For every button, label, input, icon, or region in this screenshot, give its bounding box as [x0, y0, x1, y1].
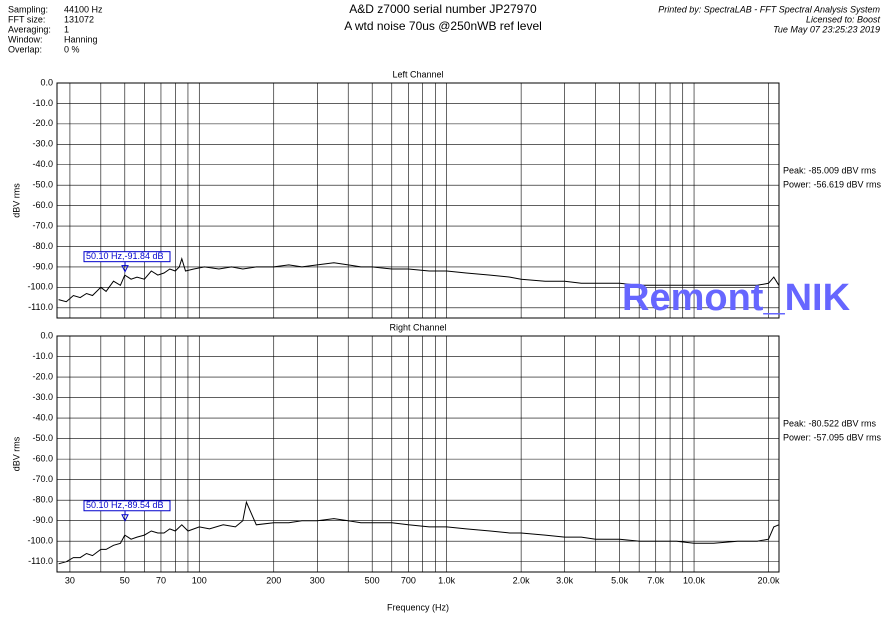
x-tick-label: 500	[365, 575, 380, 585]
stat: Peak: -85.009 dBV rms	[783, 165, 877, 175]
x-tick-label: 50	[120, 575, 130, 585]
stat: Peak: -80.522 dBV rms	[783, 418, 877, 428]
marker-label: 50.10 Hz,-89.54 dB	[86, 500, 164, 510]
y-tick-label: -20.0	[32, 371, 53, 381]
y-tick-label: -70.0	[32, 220, 53, 230]
panel-title: Right Channel	[389, 322, 446, 332]
x-tick-label: 1.0k	[438, 575, 456, 585]
info-value: 44100 Hz	[64, 4, 103, 14]
y-tick-label: -10.0	[32, 98, 53, 108]
stat: Power: -57.095 dBV rms	[783, 432, 882, 442]
info-label: Averaging:	[8, 24, 51, 34]
y-tick-label: -20.0	[32, 118, 53, 128]
marker-box	[83, 251, 171, 263]
y-tick-label: -80.0	[32, 241, 53, 251]
spectrum-line	[58, 256, 780, 303]
info-value: 0 %	[64, 44, 80, 54]
panel-title: Left Channel	[392, 69, 443, 79]
info-label: Window:	[8, 34, 43, 44]
y-tick-label: -110.0	[28, 556, 53, 566]
y-tick-label: -90.0	[32, 515, 53, 525]
marker-box	[83, 500, 171, 512]
marker	[121, 514, 129, 522]
x-axis-label: Frequency (Hz)	[387, 602, 449, 612]
printed-info: Licensed to: Boost	[806, 14, 881, 24]
x-tick-label: 100	[192, 575, 207, 585]
plot-area	[56, 335, 780, 573]
info-value: 1	[64, 24, 69, 34]
printed-info: Tue May 07 23:25:23 2019	[773, 24, 880, 34]
y-tick-label: -110.0	[28, 302, 53, 312]
info-label: Sampling:	[8, 4, 48, 14]
x-tick-label: 10.0k	[683, 575, 706, 585]
spectrum-line	[58, 500, 779, 565]
y-tick-label: -100.0	[27, 536, 53, 546]
marker-label: 50.10 Hz,-91.84 dB	[86, 251, 164, 261]
y-tick-label: -100.0	[27, 282, 53, 292]
x-tick-label: 70	[156, 575, 166, 585]
y-tick-label: -30.0	[32, 139, 53, 149]
y-tick-label: -10.0	[32, 351, 53, 361]
x-tick-label: 3.0k	[556, 575, 574, 585]
x-tick-label: 5.0k	[611, 575, 629, 585]
y-tick-label: 0.0	[40, 330, 53, 340]
y-tick-label: -60.0	[32, 200, 53, 210]
y-tick-label: -90.0	[32, 261, 53, 271]
y-tick-label: -60.0	[32, 454, 53, 464]
y-axis-label: dBV rms	[11, 436, 21, 471]
plot-area	[56, 82, 780, 319]
x-tick-label: 20.0k	[758, 575, 781, 585]
info-value: 131072	[64, 14, 94, 24]
x-tick-label: 7.0k	[647, 575, 665, 585]
y-tick-label: -50.0	[32, 180, 53, 190]
watermark: Remont_NIK	[622, 277, 851, 319]
y-tick-label: -80.0	[32, 495, 53, 505]
x-tick-label: 30	[65, 575, 75, 585]
y-axis-label: dBV rms	[11, 183, 21, 218]
info-label: FFT size:	[8, 14, 45, 24]
x-tick-label: 300	[310, 575, 325, 585]
info-value: Hanning	[64, 34, 98, 44]
subtitle: A wtd noise 70us @250nWB ref level	[344, 19, 542, 33]
y-tick-label: -40.0	[32, 412, 53, 422]
y-tick-label: -70.0	[32, 474, 53, 484]
title: A&D z7000 serial number JP27970	[349, 2, 537, 16]
x-tick-label: 200	[266, 575, 281, 585]
x-tick-label: 2.0k	[513, 575, 531, 585]
y-tick-label: 0.0	[40, 77, 53, 87]
stat: Power: -56.619 dBV rms	[783, 179, 882, 189]
y-tick-label: -50.0	[32, 433, 53, 443]
info-label: Overlap:	[8, 44, 42, 54]
x-tick-label: 700	[401, 575, 416, 585]
y-tick-label: -30.0	[32, 392, 53, 402]
y-tick-label: -40.0	[32, 159, 53, 169]
printed-info: Printed by: SpectraLAB - FFT Spectral An…	[658, 4, 880, 14]
